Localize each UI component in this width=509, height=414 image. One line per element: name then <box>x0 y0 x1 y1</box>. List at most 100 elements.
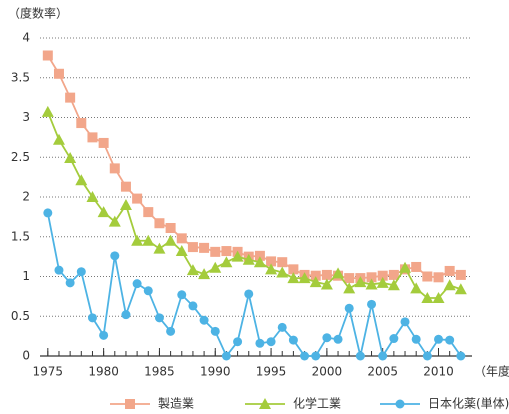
marker <box>444 265 455 276</box>
marker <box>311 351 321 361</box>
marker <box>119 198 132 210</box>
marker <box>344 273 355 284</box>
marker <box>443 279 456 291</box>
marker <box>221 351 231 361</box>
marker <box>233 337 243 347</box>
y-tick-label: 1.5 <box>11 229 30 243</box>
marker <box>400 317 410 327</box>
series-line <box>47 55 462 279</box>
marker <box>255 338 265 348</box>
marker <box>143 286 153 296</box>
marker <box>253 256 266 268</box>
marker <box>309 276 322 288</box>
y-tick-label: 0.5 <box>11 309 30 323</box>
marker <box>355 351 365 361</box>
marker <box>298 272 311 284</box>
marker <box>287 272 300 284</box>
marker <box>154 218 165 229</box>
y-tick-label: 2.5 <box>11 150 30 164</box>
marker <box>97 206 110 218</box>
marker <box>87 313 97 323</box>
x-tick-label: 1975 <box>33 365 64 379</box>
marker <box>434 334 444 344</box>
marker <box>142 234 155 246</box>
marker <box>143 207 154 218</box>
marker <box>367 299 377 309</box>
marker <box>176 233 187 244</box>
marker <box>433 272 444 283</box>
marker <box>321 269 332 280</box>
marker <box>432 291 445 303</box>
y-tick-label: 4 <box>22 31 30 45</box>
marker <box>277 322 287 332</box>
marker <box>266 337 276 347</box>
marker <box>210 326 220 336</box>
marker <box>244 289 254 299</box>
marker <box>333 334 343 344</box>
marker <box>199 315 209 325</box>
marker <box>266 256 277 267</box>
marker <box>186 264 199 276</box>
marker <box>109 163 120 174</box>
y-tick-label: 3 <box>22 110 30 124</box>
marker <box>75 174 88 186</box>
marker <box>42 50 53 61</box>
marker <box>422 351 432 361</box>
marker <box>110 251 120 261</box>
marker <box>378 351 388 361</box>
marker <box>198 268 211 280</box>
marker <box>131 234 144 246</box>
marker <box>265 263 278 275</box>
y-tick-label: 0 <box>22 349 30 363</box>
marker <box>421 291 434 303</box>
marker <box>344 303 354 313</box>
x-tick-label: 1985 <box>144 365 175 379</box>
marker <box>164 234 177 246</box>
marker <box>320 278 333 290</box>
marker <box>231 250 244 262</box>
marker <box>65 278 75 288</box>
marker <box>456 351 466 361</box>
marker <box>165 223 176 234</box>
marker <box>277 257 288 268</box>
marker <box>43 208 53 218</box>
x-tick-label: 2000 <box>312 365 343 379</box>
marker <box>76 267 86 277</box>
marker <box>220 256 233 268</box>
marker <box>154 313 164 323</box>
marker <box>399 261 412 273</box>
marker <box>53 68 64 79</box>
marker <box>377 270 388 281</box>
marker <box>310 270 321 281</box>
marker <box>76 118 87 129</box>
marker <box>87 132 98 143</box>
marker <box>175 245 188 257</box>
marker <box>242 253 255 265</box>
marker <box>410 282 423 294</box>
marker <box>52 133 65 145</box>
marker <box>99 330 109 340</box>
marker <box>454 283 467 295</box>
x-tick-label: 2005 <box>367 365 398 379</box>
y-tick-label: 1 <box>22 269 30 283</box>
marker <box>254 250 265 261</box>
marker <box>322 333 332 343</box>
x-tick-label: 1990 <box>200 365 231 379</box>
marker <box>388 269 399 280</box>
marker <box>332 267 345 279</box>
legend-marker <box>125 399 135 409</box>
legend-label: 化学工業 <box>293 396 341 411</box>
legend-marker <box>395 399 405 409</box>
legend-label: 日本化薬(単体) <box>428 397 509 411</box>
marker <box>177 290 187 300</box>
marker <box>389 334 399 344</box>
marker <box>199 242 210 253</box>
marker <box>354 276 367 288</box>
marker <box>411 334 421 344</box>
series-line <box>46 111 462 299</box>
marker <box>343 282 356 294</box>
marker <box>187 242 198 253</box>
marker <box>209 261 222 273</box>
marker <box>376 276 389 288</box>
